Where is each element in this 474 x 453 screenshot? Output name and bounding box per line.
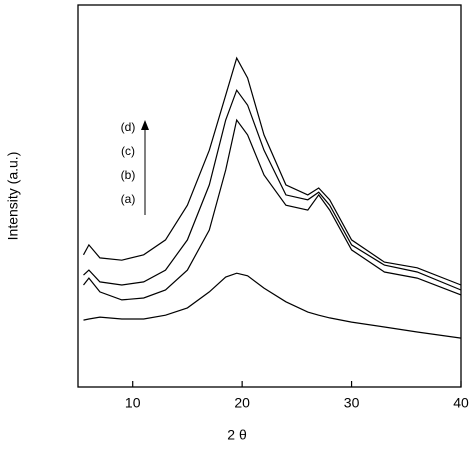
x-axis-label: 2 θ bbox=[227, 427, 247, 443]
data-line bbox=[83, 88, 462, 291]
x-tick-label: 10 bbox=[125, 395, 141, 411]
data-line bbox=[82, 56, 462, 286]
arrow-head bbox=[141, 120, 149, 130]
series-label: (c) bbox=[121, 144, 135, 158]
y-axis-label: Intensity (a.u.) bbox=[5, 152, 21, 241]
data-line bbox=[83, 272, 462, 339]
series-label: (d) bbox=[121, 120, 136, 134]
x-tick-label: 20 bbox=[234, 395, 250, 411]
plot-frame bbox=[77, 4, 462, 388]
data-line bbox=[83, 118, 462, 301]
series-label: (a) bbox=[121, 192, 136, 206]
series-label: (b) bbox=[121, 168, 136, 182]
x-tick-label: 40 bbox=[453, 395, 469, 411]
x-tick-label: 30 bbox=[344, 395, 360, 411]
